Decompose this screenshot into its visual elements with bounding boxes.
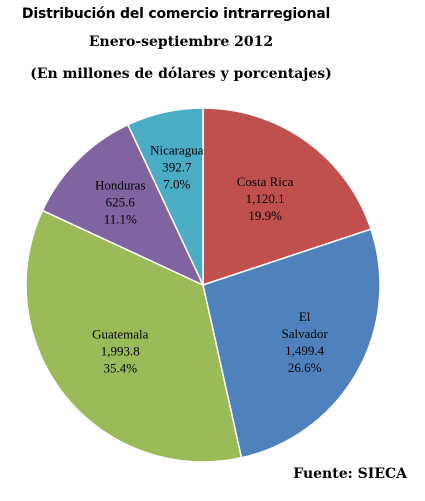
pie-slice-honduras	[41, 123, 205, 287]
pie-slice-costa-rica	[202, 107, 372, 287]
pie-slice-nicaragua	[126, 107, 204, 286]
data-label-honduras: Honduras 625.6 11.1%	[95, 178, 146, 227]
pie-slice-el-salvador	[202, 228, 381, 459]
chart-title: Distribución del comercio intrarregional	[21, 6, 331, 22]
chart-subtitle: Enero-septiembre 2012	[88, 34, 274, 50]
data-label-nicaragua: Nicaragua 392.7 7.0%	[150, 143, 204, 192]
data-label-costa-rica: Costa Rica 1,120.1 19.9%	[237, 174, 294, 223]
pie-slice-guatemala	[25, 209, 243, 463]
data-label-el-salvador: El Salvador 1,499.4 26.6%	[282, 309, 329, 375]
data-label-guatemala: Guatemala 1,993.8 35.4%	[92, 327, 149, 376]
pie-labels: Costa Rica 1,120.1 19.9% El Salvador 1,499.4 2…	[92, 143, 328, 376]
chart-units: (En millones de dólares y porcentajes)	[30, 66, 332, 82]
source-note: Fuente: SIECA	[293, 466, 407, 482]
pie-slices	[25, 107, 381, 463]
